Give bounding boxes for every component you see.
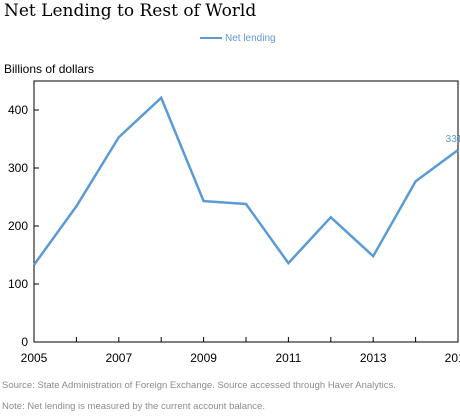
x-tick-label: 2013 (360, 351, 387, 365)
y-tick-label: 300 (8, 161, 28, 175)
plot-frame (33, 80, 459, 343)
legend-label: Net lending (225, 32, 276, 44)
line-chart: 0 100 200 300 400 2005 2007 2009 2011 2013 2015 331 (8, 80, 460, 365)
y-tick-label: 200 (8, 219, 28, 233)
x-tick-label: 2005 (21, 351, 48, 365)
series-line-net-lending (32, 95, 459, 266)
data-label: 331 (446, 134, 460, 145)
legend-line-swatch (200, 37, 222, 39)
y-tick-label: 400 (8, 103, 28, 117)
y-axis-label: Billions of dollars (4, 62, 95, 76)
chart-title: Net Lending to Rest of World (4, 1, 257, 21)
x-tick-label: 2009 (190, 351, 217, 365)
x-tick-label: 2007 (105, 351, 132, 365)
y-tick-label: 100 (8, 277, 28, 291)
x-tick-label: 2015 (445, 351, 460, 365)
y-tick-label: 0 (21, 335, 28, 349)
x-tick-label: 2011 (275, 351, 301, 365)
source-note: Source: State Administration of Foreign … (2, 380, 396, 391)
footnote: Note: Net lending is measured by the cur… (2, 401, 265, 412)
legend: Net lending (200, 31, 276, 45)
